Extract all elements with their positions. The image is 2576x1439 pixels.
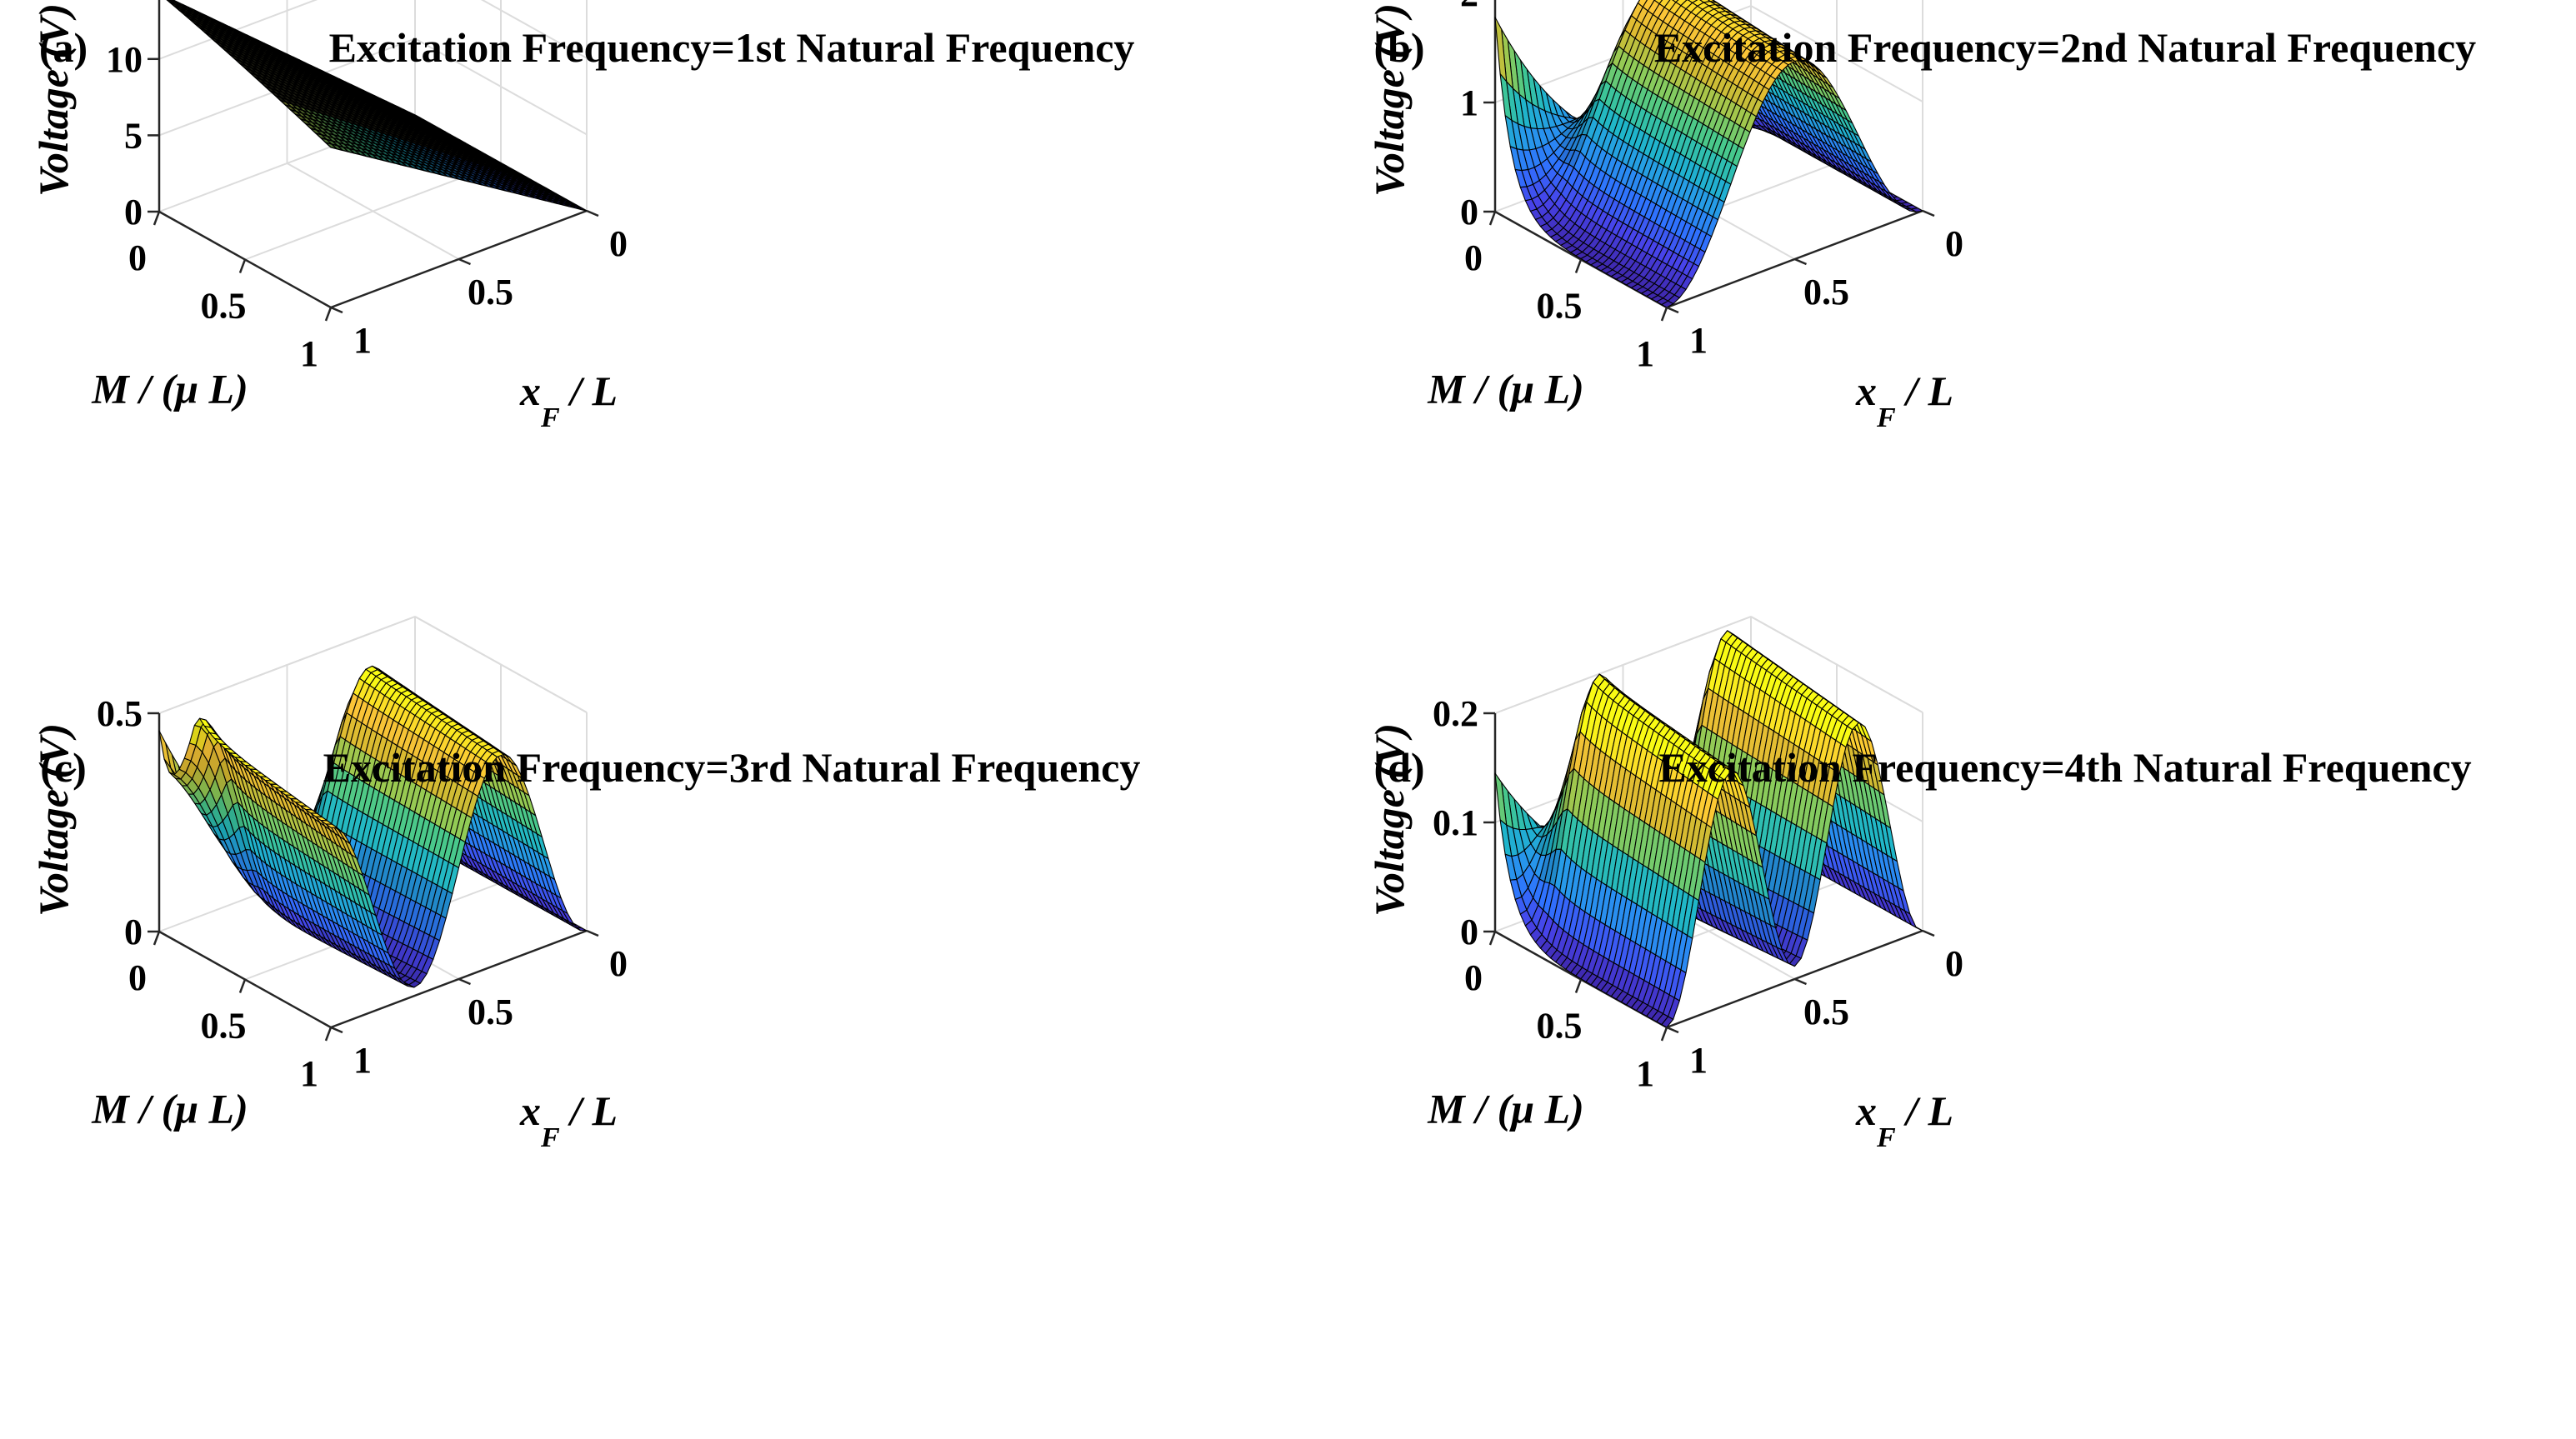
m-tick (1574, 259, 1583, 273)
m-tick (153, 931, 161, 946)
m-tick (238, 979, 247, 993)
panel-title: Excitation Frequency=1st Natural Frequen… (329, 24, 1135, 71)
xf-axis-label: xF / L (1855, 367, 1953, 433)
z-tick-label: 2 (1460, 0, 1478, 14)
m-axis-label: M / (μ L) (91, 1086, 248, 1132)
panel-label: (b) (1373, 24, 1424, 71)
m-tick (238, 259, 247, 273)
xf-tick (586, 209, 599, 217)
xf-tick (458, 977, 471, 986)
z-tick-label: 0 (124, 192, 143, 232)
panel-label: (c) (40, 744, 87, 791)
m-tick (324, 1027, 333, 1042)
xf-tick-label: 0.5 (1803, 272, 1849, 312)
m-tick-label: 0.5 (201, 1006, 247, 1047)
xf-tick-label: 0 (1945, 223, 1963, 264)
m-tick-label: 0 (128, 237, 147, 278)
xf-tick (330, 1026, 343, 1034)
z-tick-label: 10 (106, 39, 143, 80)
xf-tick (1794, 257, 1807, 266)
m-axis-label: M / (μ L) (91, 366, 248, 412)
xf-tick-label: 0.5 (468, 992, 513, 1032)
xf-tick-label: 1 (353, 1040, 372, 1081)
xf-tick-label: 1 (353, 320, 372, 361)
m-tick-label: 1 (300, 1053, 318, 1094)
xf-tick-label: 0 (609, 223, 628, 264)
z-tick-label: 1 (1460, 82, 1478, 123)
xf-tick (1922, 209, 1935, 217)
surface-mesh (158, 665, 588, 988)
panel-title: Excitation Frequency=3rd Natural Frequen… (323, 744, 1141, 791)
m-tick (1660, 307, 1668, 322)
z-tick-label: 0 (1460, 192, 1478, 232)
m-tick-label: 0 (128, 957, 147, 998)
surface-mesh (166, 0, 588, 212)
xf-axis-label: xF / L (519, 1087, 618, 1153)
xf-tick (586, 929, 599, 937)
m-tick-label: 1 (1636, 333, 1654, 374)
m-tick (1488, 211, 1497, 226)
m-tick-label: 1 (300, 333, 318, 374)
xf-tick (458, 257, 471, 266)
m-tick-label: 0 (1464, 237, 1483, 278)
panel-label: (a) (39, 24, 88, 71)
m-tick (153, 211, 161, 226)
xf-axis-label: xF / L (519, 367, 618, 433)
xf-tick (1666, 306, 1679, 314)
m-axis-label: M / (μ L) (1427, 366, 1584, 412)
z-tick-label: 5 (124, 115, 143, 156)
xf-tick-label: 0.5 (468, 272, 513, 312)
xf-tick-label: 0 (609, 943, 628, 984)
panel-title: Excitation Frequency=2nd Natural Frequen… (1654, 24, 2476, 71)
m-tick-label: 0.5 (1537, 286, 1583, 327)
z-tick-label: 0 (124, 912, 143, 952)
xf-tick-label: 1 (1689, 320, 1708, 361)
m-tick (324, 307, 333, 322)
xf-tick (330, 306, 343, 314)
m-tick-label: 0.5 (201, 286, 247, 327)
z-tick-label: 0.5 (97, 693, 143, 734)
